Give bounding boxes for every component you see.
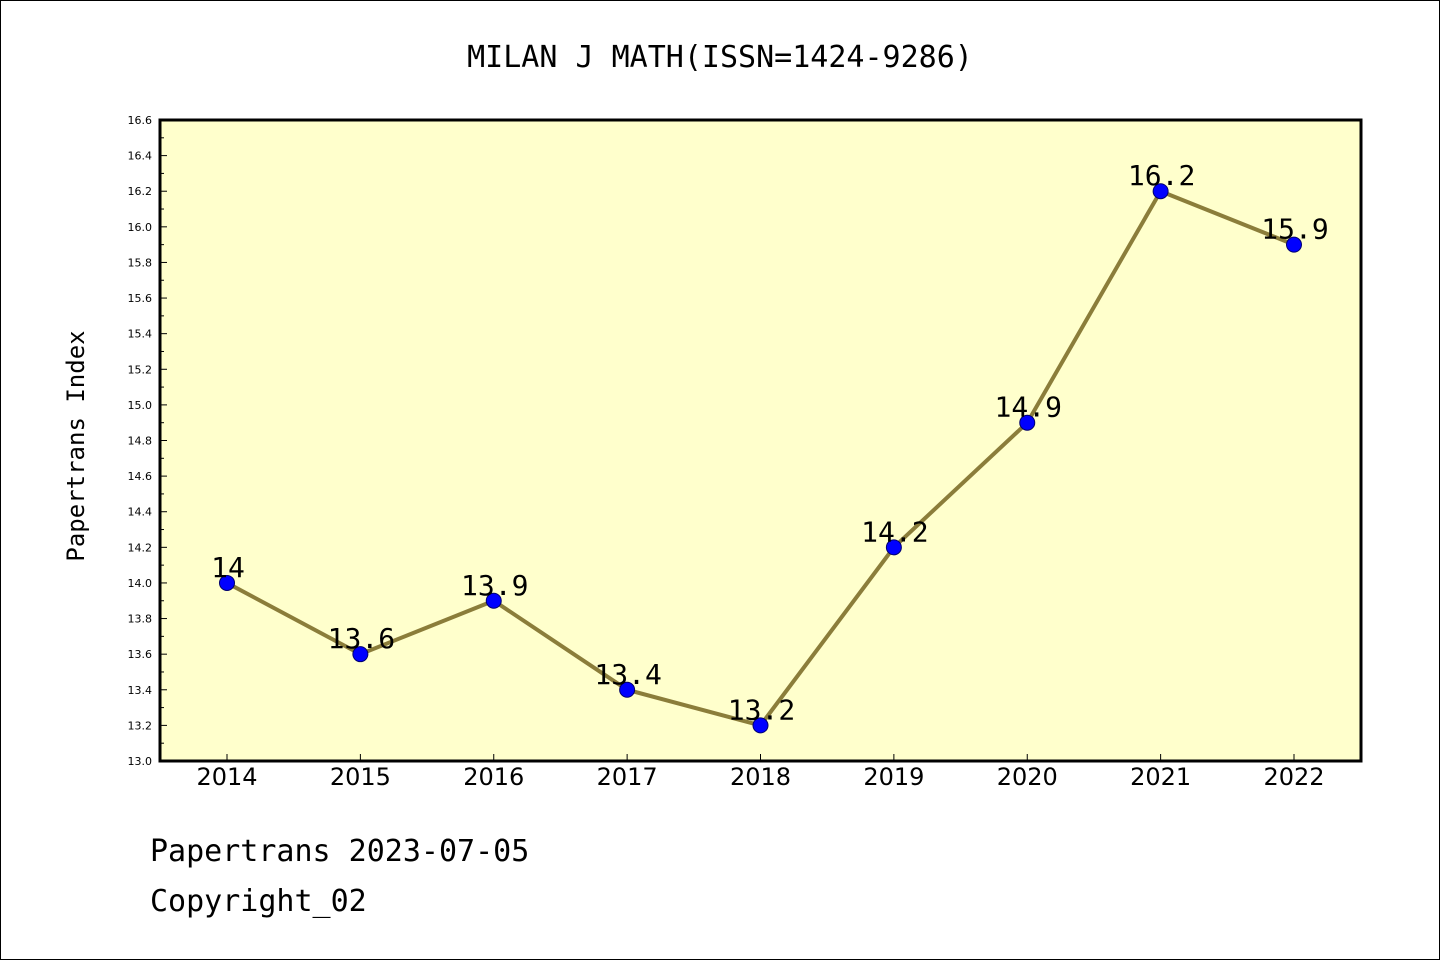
x-tick-label: 2021	[1130, 763, 1191, 791]
y-tick-label: 15.4	[128, 328, 153, 341]
x-tick-label: 2017	[597, 763, 658, 791]
data-point	[485, 592, 502, 609]
x-tick-label: 2016	[463, 763, 524, 791]
y-tick-label: 15.8	[128, 256, 153, 269]
y-tick-label: 16.4	[128, 150, 153, 163]
y-tick-label: 14.2	[128, 541, 153, 554]
data-point	[1019, 414, 1036, 431]
y-tick-label: 15.2	[128, 363, 153, 376]
y-tick-label: 13.8	[128, 613, 153, 626]
data-point	[885, 539, 902, 556]
data-label: 13.6	[328, 622, 395, 655]
data-label: 14.9	[995, 391, 1062, 424]
data-label: 16.2	[1128, 159, 1195, 192]
y-axis-label: Papertrans Index	[62, 330, 90, 561]
y-tick-label: 16.2	[128, 185, 153, 198]
data-point	[619, 681, 636, 698]
y-tick-label: 14.0	[128, 577, 153, 590]
y-tick-label: 16.6	[128, 114, 153, 127]
y-tick-label: 14.8	[128, 435, 153, 448]
y-tick-label: 15.6	[128, 292, 153, 305]
data-point	[752, 717, 769, 734]
data-label: 14.2	[861, 515, 928, 548]
data-point	[352, 646, 369, 663]
x-tick-label: 2015	[330, 763, 391, 791]
data-label: 13.9	[461, 569, 528, 602]
data-point	[1286, 236, 1302, 253]
y-tick-label: 14.4	[128, 506, 153, 519]
x-tick-label: 2022	[1263, 763, 1324, 791]
y-tick-label: 15.0	[128, 399, 153, 412]
data-label: 13.2	[728, 693, 795, 726]
footer-copyright: Copyright_02	[150, 884, 367, 919]
x-tick-label: 2020	[997, 763, 1058, 791]
chart-title: MILAN J MATH(ISSN=1424-9286)	[467, 40, 973, 75]
x-tick-label: 2014	[196, 763, 257, 791]
footer-date: Papertrans 2023-07-05	[150, 834, 530, 869]
data-label: 13.4	[594, 658, 661, 691]
y-tick-label: 13.0	[128, 755, 153, 768]
plot-border	[158, 118, 1363, 763]
data-point	[219, 574, 235, 591]
y-tick-label: 13.6	[128, 648, 153, 661]
y-tick-label: 16.0	[128, 221, 153, 234]
data-point	[1152, 183, 1169, 200]
x-axis: 2014 2015 2016 2017 2018 2019 2020 2021 2022	[196, 754, 1325, 791]
x-tick-label: 2019	[863, 763, 924, 791]
y-tick-label: 13.4	[128, 684, 153, 697]
y-tick-label: 13.2	[128, 719, 153, 732]
plot-area	[160, 120, 1361, 761]
series: 14 13.6 13.9 13.4 13.2 14.2 14.9 16.2 15.9	[211, 159, 1329, 734]
x-tick-label: 2018	[730, 763, 791, 791]
y-tick-label: 14.6	[128, 470, 153, 483]
data-label: 14	[211, 551, 245, 584]
data-label: 15.9	[1261, 213, 1328, 246]
